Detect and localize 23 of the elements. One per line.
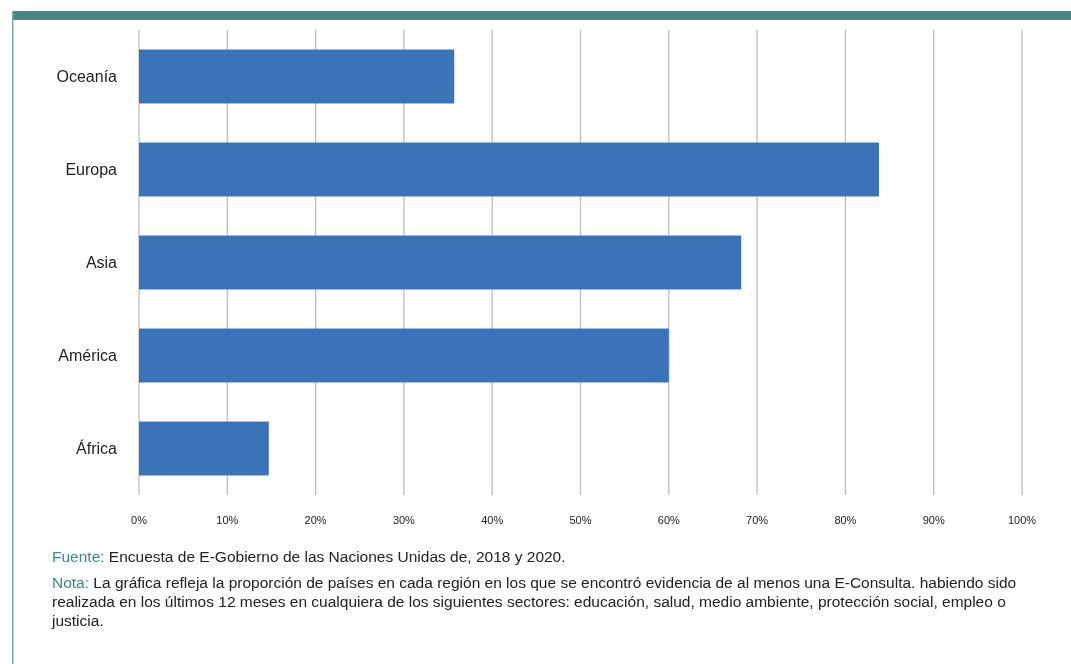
x-tick-label: 70%: [746, 514, 769, 526]
x-tick-label: 90%: [922, 514, 945, 526]
x-tick-label: 100%: [1007, 514, 1037, 526]
bar: [139, 49, 455, 104]
bar: [139, 328, 669, 383]
bar: [139, 142, 879, 197]
x-tick-label: 10%: [216, 514, 239, 526]
x-tick-label: 60%: [657, 514, 681, 526]
y-tick-label: América: [58, 347, 118, 365]
x-tick-label: 0%: [131, 514, 148, 526]
x-tick-label: 40%: [481, 514, 504, 526]
y-tick-label: Asia: [85, 254, 118, 272]
y-tick-label: Europa: [65, 161, 118, 179]
bar: [139, 421, 269, 476]
x-tick-label: 20%: [304, 514, 327, 526]
x-tick-label: 80%: [834, 514, 857, 526]
x-tick-label: 50%: [569, 514, 592, 526]
source-note: Fuente: Encuesta de E-Gobierno de las Naciones Unidas de, 2018 y 2020.: [52, 548, 566, 565]
x-tick-label: 30%: [392, 514, 416, 526]
text: Nota: La gráfica refleja la proporción de países en cada región en los que se encontró evidencia de al menos una E-Consulta. habiendo sido realizada en los últimos 12 meses en cualquiera de los siguientes sectores: educación, salud, medio ambiente, protección social, empleo o justicia.: [51, 574, 1017, 629]
y-tick-label: África: [76, 439, 118, 458]
bar: [139, 235, 742, 290]
y-tick-label: Oceanía: [56, 68, 118, 86]
